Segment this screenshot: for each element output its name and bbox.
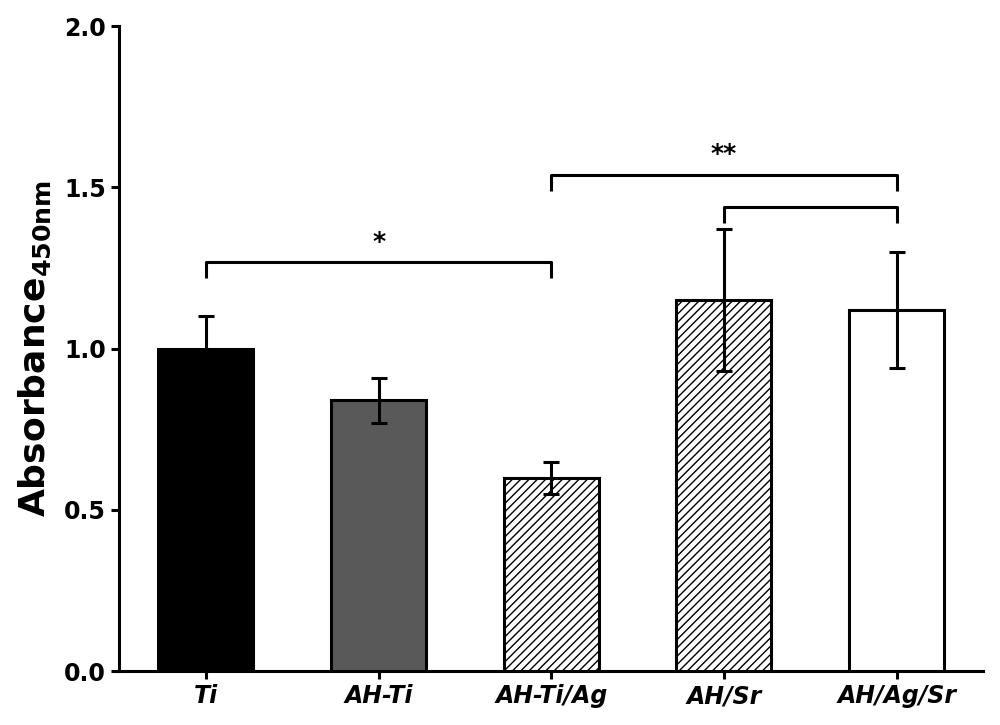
Bar (331, 400, 426, 671)
Bar (504, 478, 599, 671)
Text: *: * (372, 230, 385, 254)
Text: **: ** (711, 142, 737, 167)
Bar (849, 310, 944, 671)
Bar (158, 349, 253, 671)
Y-axis label: $\mathbf{Absorbance_{450nm}}$: $\mathbf{Absorbance_{450nm}}$ (17, 180, 53, 517)
Bar (676, 300, 771, 671)
